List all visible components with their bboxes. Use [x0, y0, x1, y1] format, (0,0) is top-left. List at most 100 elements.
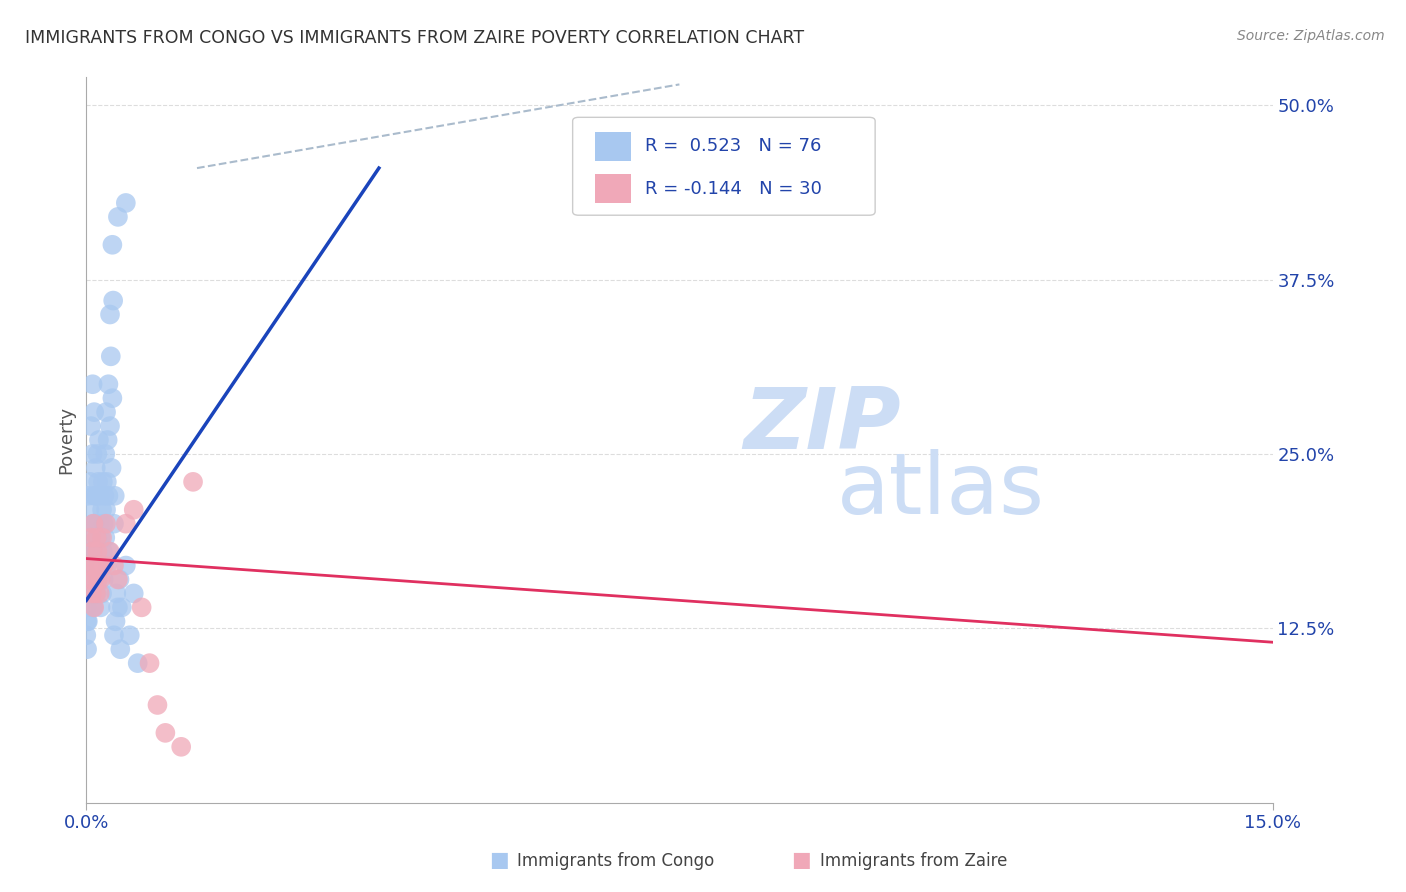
Point: [97, 433, 120, 447]
Point: [155, 726, 177, 740]
Point: [98, 308, 121, 322]
Point: [84, 544, 107, 558]
Point: [82, 516, 104, 531]
Point: [114, 516, 136, 531]
Point: [80, 586, 103, 600]
Text: R = -0.144   N = 30: R = -0.144 N = 30: [645, 180, 823, 198]
Point: [82, 544, 104, 558]
Point: [87, 475, 110, 489]
Point: [77, 531, 100, 545]
Point: [86, 544, 108, 558]
Point: [107, 600, 129, 615]
Point: [86, 531, 108, 545]
Point: [80, 600, 103, 615]
Point: [87, 573, 110, 587]
Point: [138, 656, 160, 670]
Text: ■: ■: [792, 850, 811, 870]
Point: [98, 419, 121, 434]
Point: [82, 377, 104, 392]
Point: [76, 615, 98, 629]
Point: [97, 489, 120, 503]
Point: [94, 516, 117, 531]
FancyBboxPatch shape: [572, 118, 875, 215]
Point: [131, 600, 153, 615]
Point: [86, 489, 108, 503]
Point: [101, 391, 124, 405]
Point: [94, 447, 117, 461]
Point: [101, 237, 124, 252]
Point: [80, 531, 103, 545]
Bar: [595, 175, 631, 203]
Point: [170, 739, 193, 754]
Point: [75, 600, 97, 615]
Point: [108, 573, 131, 587]
Text: R =  0.523   N = 76: R = 0.523 N = 76: [645, 137, 821, 155]
Point: [90, 558, 112, 573]
Point: [127, 656, 149, 670]
Point: [75, 628, 97, 642]
Point: [107, 573, 129, 587]
Text: Immigrants from Congo: Immigrants from Congo: [517, 852, 714, 870]
Point: [89, 531, 111, 545]
Point: [82, 600, 104, 615]
Point: [87, 516, 110, 531]
Point: [103, 628, 125, 642]
Point: [93, 558, 115, 573]
Text: ■: ■: [489, 850, 509, 870]
Point: [86, 531, 108, 545]
Point: [93, 573, 115, 587]
Point: [89, 573, 111, 587]
Point: [79, 573, 101, 587]
Point: [79, 502, 101, 516]
Point: [114, 196, 136, 211]
Point: [94, 531, 117, 545]
Point: [94, 405, 117, 419]
Point: [122, 586, 145, 600]
Bar: [595, 132, 631, 161]
Point: [91, 531, 114, 545]
Point: [76, 615, 98, 629]
Point: [103, 516, 125, 531]
Point: [93, 489, 115, 503]
Point: [146, 698, 169, 712]
Point: [83, 558, 105, 573]
Point: [114, 558, 136, 573]
Point: [98, 544, 121, 558]
Point: [89, 489, 111, 503]
Point: [93, 516, 115, 531]
Point: [100, 349, 122, 363]
Point: [107, 210, 129, 224]
Point: [91, 502, 114, 516]
Point: [79, 573, 101, 587]
Point: [101, 293, 124, 308]
Point: [86, 447, 108, 461]
Point: [84, 461, 107, 475]
Y-axis label: Poverty: Poverty: [58, 406, 75, 474]
Point: [104, 489, 127, 503]
Text: Source: ZipAtlas.com: Source: ZipAtlas.com: [1237, 29, 1385, 43]
Point: [87, 433, 110, 447]
Point: [80, 419, 103, 434]
Point: [91, 544, 114, 558]
Point: [80, 544, 103, 558]
Point: [76, 489, 98, 503]
Point: [86, 586, 108, 600]
Point: [76, 586, 98, 600]
Point: [91, 586, 114, 600]
Point: [77, 558, 100, 573]
Point: [103, 558, 125, 573]
Point: [89, 600, 111, 615]
Point: [111, 600, 134, 615]
Point: [96, 558, 118, 573]
Point: [122, 502, 145, 516]
Point: [94, 502, 117, 516]
Point: [84, 516, 107, 531]
Point: [83, 489, 105, 503]
Text: atlas: atlas: [837, 450, 1045, 533]
Point: [118, 628, 141, 642]
Text: Immigrants from Zaire: Immigrants from Zaire: [820, 852, 1007, 870]
Point: [98, 544, 121, 558]
Point: [181, 475, 204, 489]
Point: [87, 558, 110, 573]
Point: [83, 600, 105, 615]
